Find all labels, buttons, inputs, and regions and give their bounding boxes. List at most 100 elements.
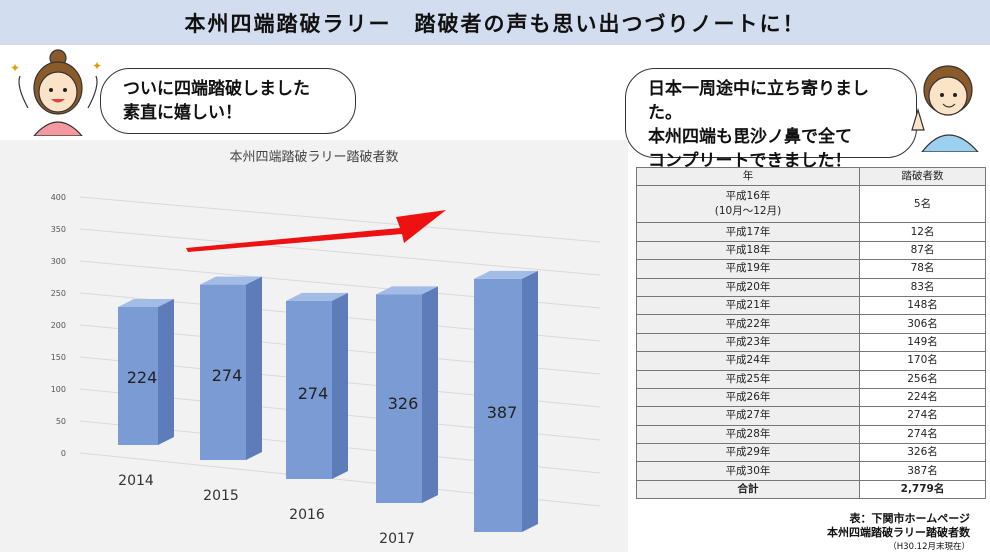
table-cell-count: 256名 bbox=[859, 369, 986, 389]
source-line1: 表：下関市ホームページ bbox=[849, 512, 970, 525]
source-note: 表：下関市ホームページ 本州四端踏破ラリー踏破者数 （H30.12月末現在） bbox=[827, 512, 970, 554]
bubble-right-line2: 本州四端も毘沙ノ鼻で全て bbox=[648, 127, 852, 147]
bar-side bbox=[332, 292, 348, 479]
woman-avatar: ✦ ✦ bbox=[10, 49, 102, 136]
year-sublabel: (10月～12月) bbox=[714, 205, 782, 218]
table-row: 平成21年 148名 bbox=[636, 295, 986, 316]
y-tick-label: 200 bbox=[51, 321, 66, 330]
table-cell-year: 平成16年 (10月～12月) bbox=[636, 185, 860, 224]
y-tick-label: 150 bbox=[51, 353, 66, 362]
year-label: 平成18年 bbox=[725, 243, 771, 256]
table-row: 平成22年 306名 bbox=[636, 314, 986, 334]
year-label: 平成25年 bbox=[725, 372, 771, 385]
bar bbox=[286, 300, 332, 479]
table-row: 平成30年 387名 bbox=[636, 461, 986, 481]
svg-text:✦: ✦ bbox=[10, 61, 20, 75]
table-cell-year: 平成24年 bbox=[636, 351, 860, 371]
table-row: 平成23年 149名 bbox=[636, 332, 986, 353]
table-row: 平成29年 326名 bbox=[636, 443, 986, 463]
table-cell-count: 170名 bbox=[859, 351, 986, 371]
table-row: 平成18年 87名 bbox=[636, 240, 986, 261]
table-cell-year: 平成25年 bbox=[636, 369, 860, 389]
bar-value-label: 274 bbox=[212, 366, 243, 385]
table-cell-count: 274名 bbox=[859, 406, 986, 426]
x-category-label: 2017 bbox=[379, 531, 415, 547]
year-label: 平成23年 bbox=[725, 335, 771, 348]
bar bbox=[200, 284, 246, 460]
table-cell-count: 274名 bbox=[859, 424, 986, 445]
chart-panel: 本州四端踏破ラリー踏破者数 0 50 100 150 200 250 300 350 400 22… bbox=[0, 140, 628, 552]
table-row: 平成19年 78名 bbox=[636, 259, 986, 279]
bar-side bbox=[422, 286, 438, 503]
total-label: 合計 bbox=[636, 479, 860, 500]
year-label: 平成28年 bbox=[725, 427, 771, 440]
table-cell-count: 78名 bbox=[859, 259, 986, 279]
year-label: 平成29年 bbox=[725, 446, 771, 459]
x-category-label: 2015 bbox=[203, 488, 239, 504]
bar-side bbox=[522, 270, 538, 532]
year-label: 平成17年 bbox=[725, 225, 771, 238]
x-category-label: 2016 bbox=[289, 507, 325, 523]
year-label: 平成20年 bbox=[725, 280, 771, 293]
y-tick-label: 250 bbox=[51, 289, 66, 298]
bar-top bbox=[118, 299, 174, 308]
table-row: 平成16年 (10月～12月) 5名 bbox=[636, 185, 986, 224]
gridline bbox=[79, 228, 601, 276]
year-label: 平成27年 bbox=[725, 409, 771, 422]
bubble-left-line2: 素直に嬉しい！ bbox=[123, 103, 242, 123]
y-tick-label: 400 bbox=[51, 193, 66, 202]
table-cell-count: 148名 bbox=[859, 295, 986, 316]
gridline bbox=[79, 196, 601, 243]
year-label: 平成19年 bbox=[725, 262, 771, 275]
bar-chart: 0 50 100 150 200 250 300 350 400 224 2014 274 2015 27… bbox=[51, 193, 601, 547]
table-cell-count: 87名 bbox=[859, 240, 986, 261]
table-cell-year: 平成27年 bbox=[636, 406, 860, 426]
table-row: 平成25年 256名 bbox=[636, 369, 986, 389]
table-cell-year: 平成19年 bbox=[636, 259, 860, 279]
year-label: 平成16年 bbox=[725, 190, 771, 203]
header-count: 踏破者数 bbox=[859, 166, 986, 187]
year-label: 平成26年 bbox=[725, 391, 771, 404]
bar-value-label: 326 bbox=[388, 394, 419, 413]
table-header-row: 年 踏破者数 bbox=[636, 166, 986, 187]
table-cell-year: 平成17年 bbox=[636, 222, 860, 242]
header-year: 年 bbox=[636, 166, 860, 187]
bar bbox=[376, 294, 422, 503]
bar-top bbox=[376, 286, 438, 295]
table-cell-year: 平成18年 bbox=[636, 240, 860, 261]
bar-top bbox=[200, 276, 262, 285]
table-cell-count: 306名 bbox=[859, 314, 986, 334]
svg-text:✦: ✦ bbox=[92, 59, 102, 73]
bar-value-label: 274 bbox=[298, 384, 329, 403]
table-cell-year: 平成21年 bbox=[636, 295, 860, 316]
table-cell-year: 平成23年 bbox=[636, 332, 860, 353]
table-row: 平成17年 12名 bbox=[636, 222, 986, 242]
y-tick-label: 0 bbox=[61, 449, 66, 458]
table-cell-count: 326名 bbox=[859, 443, 986, 463]
table-cell-count: 149名 bbox=[859, 332, 986, 353]
bar-top bbox=[474, 270, 538, 279]
man-avatar bbox=[911, 65, 979, 152]
speech-bubble-left: ついに四端踏破しました 素直に嬉しい！ bbox=[100, 68, 356, 134]
table-row: 平成27年 274名 bbox=[636, 406, 986, 426]
bubble-left-line1: ついに四端踏破しました bbox=[123, 79, 310, 99]
trend-arrow bbox=[186, 210, 446, 252]
table-row: 平成26年 224名 bbox=[636, 387, 986, 408]
table-cell-count: 12名 bbox=[859, 222, 986, 242]
table-total-row: 合計 2,779名 bbox=[636, 479, 986, 500]
table-cell-year: 平成26年 bbox=[636, 387, 860, 408]
bubble-right-line3: コンプリートできました！ bbox=[648, 151, 852, 171]
source-line2: 本州四端踏破ラリー踏破者数 bbox=[827, 526, 970, 539]
bar-value-label: 224 bbox=[127, 368, 158, 387]
x-category-label: 2014 bbox=[118, 473, 154, 489]
page-banner-title: 本州四端踏破ラリー 踏破者の声も思い出つづりノートに！ bbox=[0, 0, 990, 45]
table-cell-count: 83名 bbox=[859, 277, 986, 297]
table-cell-year: 平成30年 bbox=[636, 461, 860, 481]
bar-top bbox=[286, 292, 348, 301]
year-label: 平成24年 bbox=[725, 354, 771, 367]
bubble-right-line1: 日本一周途中に立ち寄りました。 bbox=[648, 79, 869, 123]
bar bbox=[118, 307, 158, 445]
hikers-table: 年 踏破者数 平成16年 (10月～12月) 5名 平成17年 12名 平成18年 87名平… bbox=[636, 166, 986, 500]
y-tick-label: 50 bbox=[56, 417, 66, 426]
speech-bubble-right: 日本一周途中に立ち寄りました。 本州四端も毘沙ノ鼻で全て コンプリートできました… bbox=[625, 68, 917, 171]
